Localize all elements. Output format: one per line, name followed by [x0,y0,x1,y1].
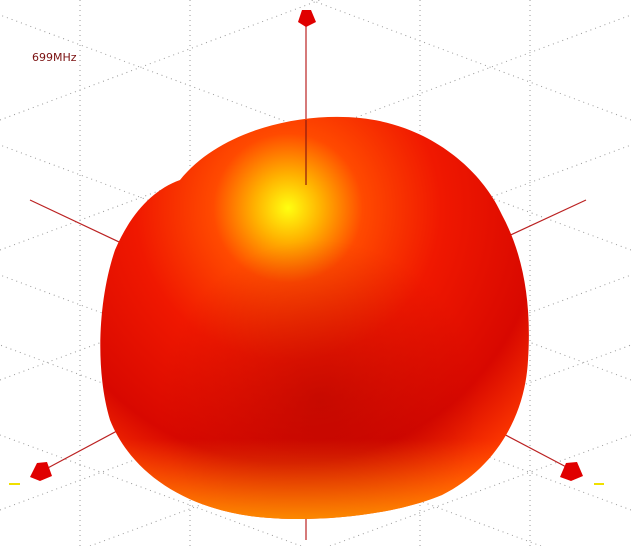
axis-markers [9,10,604,485]
frequency-label: 699MHz [32,51,77,64]
radiation-pattern [100,116,529,520]
